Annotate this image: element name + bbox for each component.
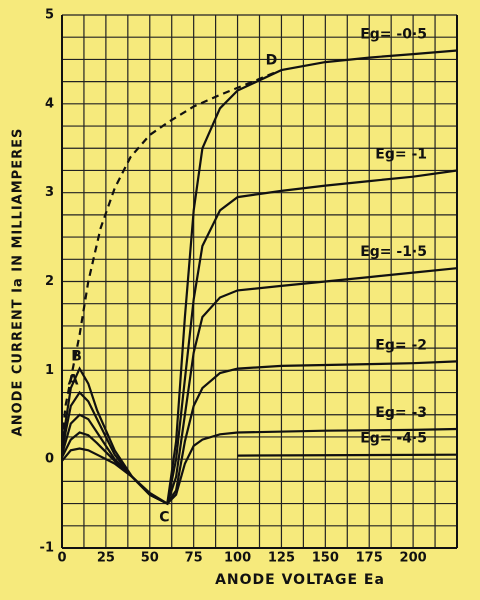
dashed-curve [60,71,275,442]
y-tick-label: 4 [45,96,54,111]
x-tick-label: 125 [268,551,295,566]
x-tick-label: 175 [356,551,383,566]
x-tick-label: 0 [57,551,66,566]
curve-label: Eg= -3 [375,405,427,421]
y-tick-label: 1 [45,363,54,378]
y-tick-label: 5 [45,8,54,23]
curve [61,427,458,505]
curve [60,169,458,506]
curve-label: Eg= -2 [375,337,427,353]
x-tick-label: 200 [400,551,427,566]
curve [237,453,458,457]
x-tick-label: 25 [97,551,115,566]
point-label: C [159,510,169,526]
y-tick-label: 2 [45,274,54,289]
curve-label: Eg= -0·5 [360,27,427,43]
y-tick-label: 3 [45,185,54,200]
x-tick-label: 150 [312,551,339,566]
x-axis-label: ANODE VOLTAGE Ea [215,572,385,588]
point-label: A [68,373,79,389]
curve-label: Eg= -1·5 [360,244,427,260]
x-tick-label: 50 [141,551,159,566]
curve-label: Eg= -4·5 [360,431,427,447]
point-label: B [71,349,82,365]
y-axis-label: ANODE CURRENT Ia IN MILLIAMPERES [11,128,26,437]
y-tick-label: 0 [45,452,54,467]
curve [61,360,458,506]
y-tick-label: -1 [40,541,54,556]
curve [60,267,458,506]
x-tick-label: 75 [185,551,203,566]
curve-label: Eg= -1 [375,146,427,162]
x-tick-label: 100 [224,551,251,566]
point-label: D [266,53,278,69]
curve [60,49,458,506]
